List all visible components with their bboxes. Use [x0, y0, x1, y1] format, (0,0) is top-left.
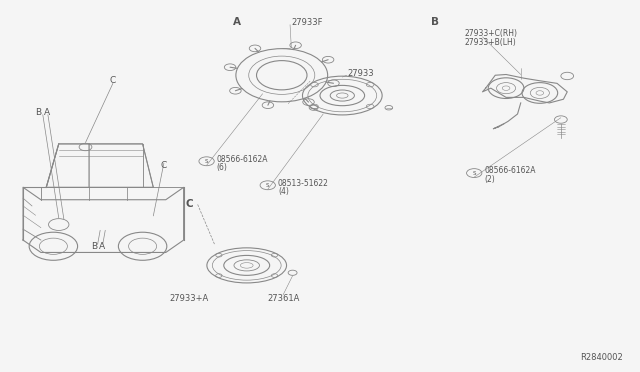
Text: C: C [110, 76, 116, 85]
Text: S: S [266, 183, 269, 188]
Circle shape [303, 99, 314, 105]
Circle shape [262, 102, 274, 109]
Circle shape [328, 80, 339, 87]
Text: 08513-51622: 08513-51622 [278, 179, 329, 187]
Text: (6): (6) [217, 163, 228, 172]
Circle shape [323, 57, 334, 63]
Text: B: B [91, 243, 97, 251]
Circle shape [249, 45, 260, 52]
Text: A: A [44, 108, 51, 117]
Text: 27361A: 27361A [268, 294, 300, 303]
Text: (4): (4) [278, 187, 289, 196]
Text: 27933+B(LH): 27933+B(LH) [465, 38, 516, 47]
Text: S: S [205, 159, 209, 164]
Text: 27933: 27933 [348, 69, 374, 78]
Text: 27933F: 27933F [291, 18, 323, 27]
Text: 27933+C(RH): 27933+C(RH) [465, 29, 518, 38]
Text: 27933+A: 27933+A [170, 294, 209, 303]
Text: A: A [233, 17, 241, 27]
Text: B: B [35, 108, 42, 117]
Text: R2840002: R2840002 [580, 353, 623, 362]
Text: A: A [99, 243, 105, 251]
Text: 08566-6162A: 08566-6162A [217, 154, 268, 164]
Circle shape [230, 87, 241, 94]
Text: B: B [431, 17, 438, 27]
Text: (2): (2) [484, 175, 495, 184]
Text: 08566-6162A: 08566-6162A [484, 166, 536, 175]
Circle shape [290, 42, 301, 49]
Text: C: C [161, 161, 167, 170]
Circle shape [225, 64, 236, 71]
Text: S: S [472, 171, 476, 176]
Text: C: C [186, 199, 193, 209]
